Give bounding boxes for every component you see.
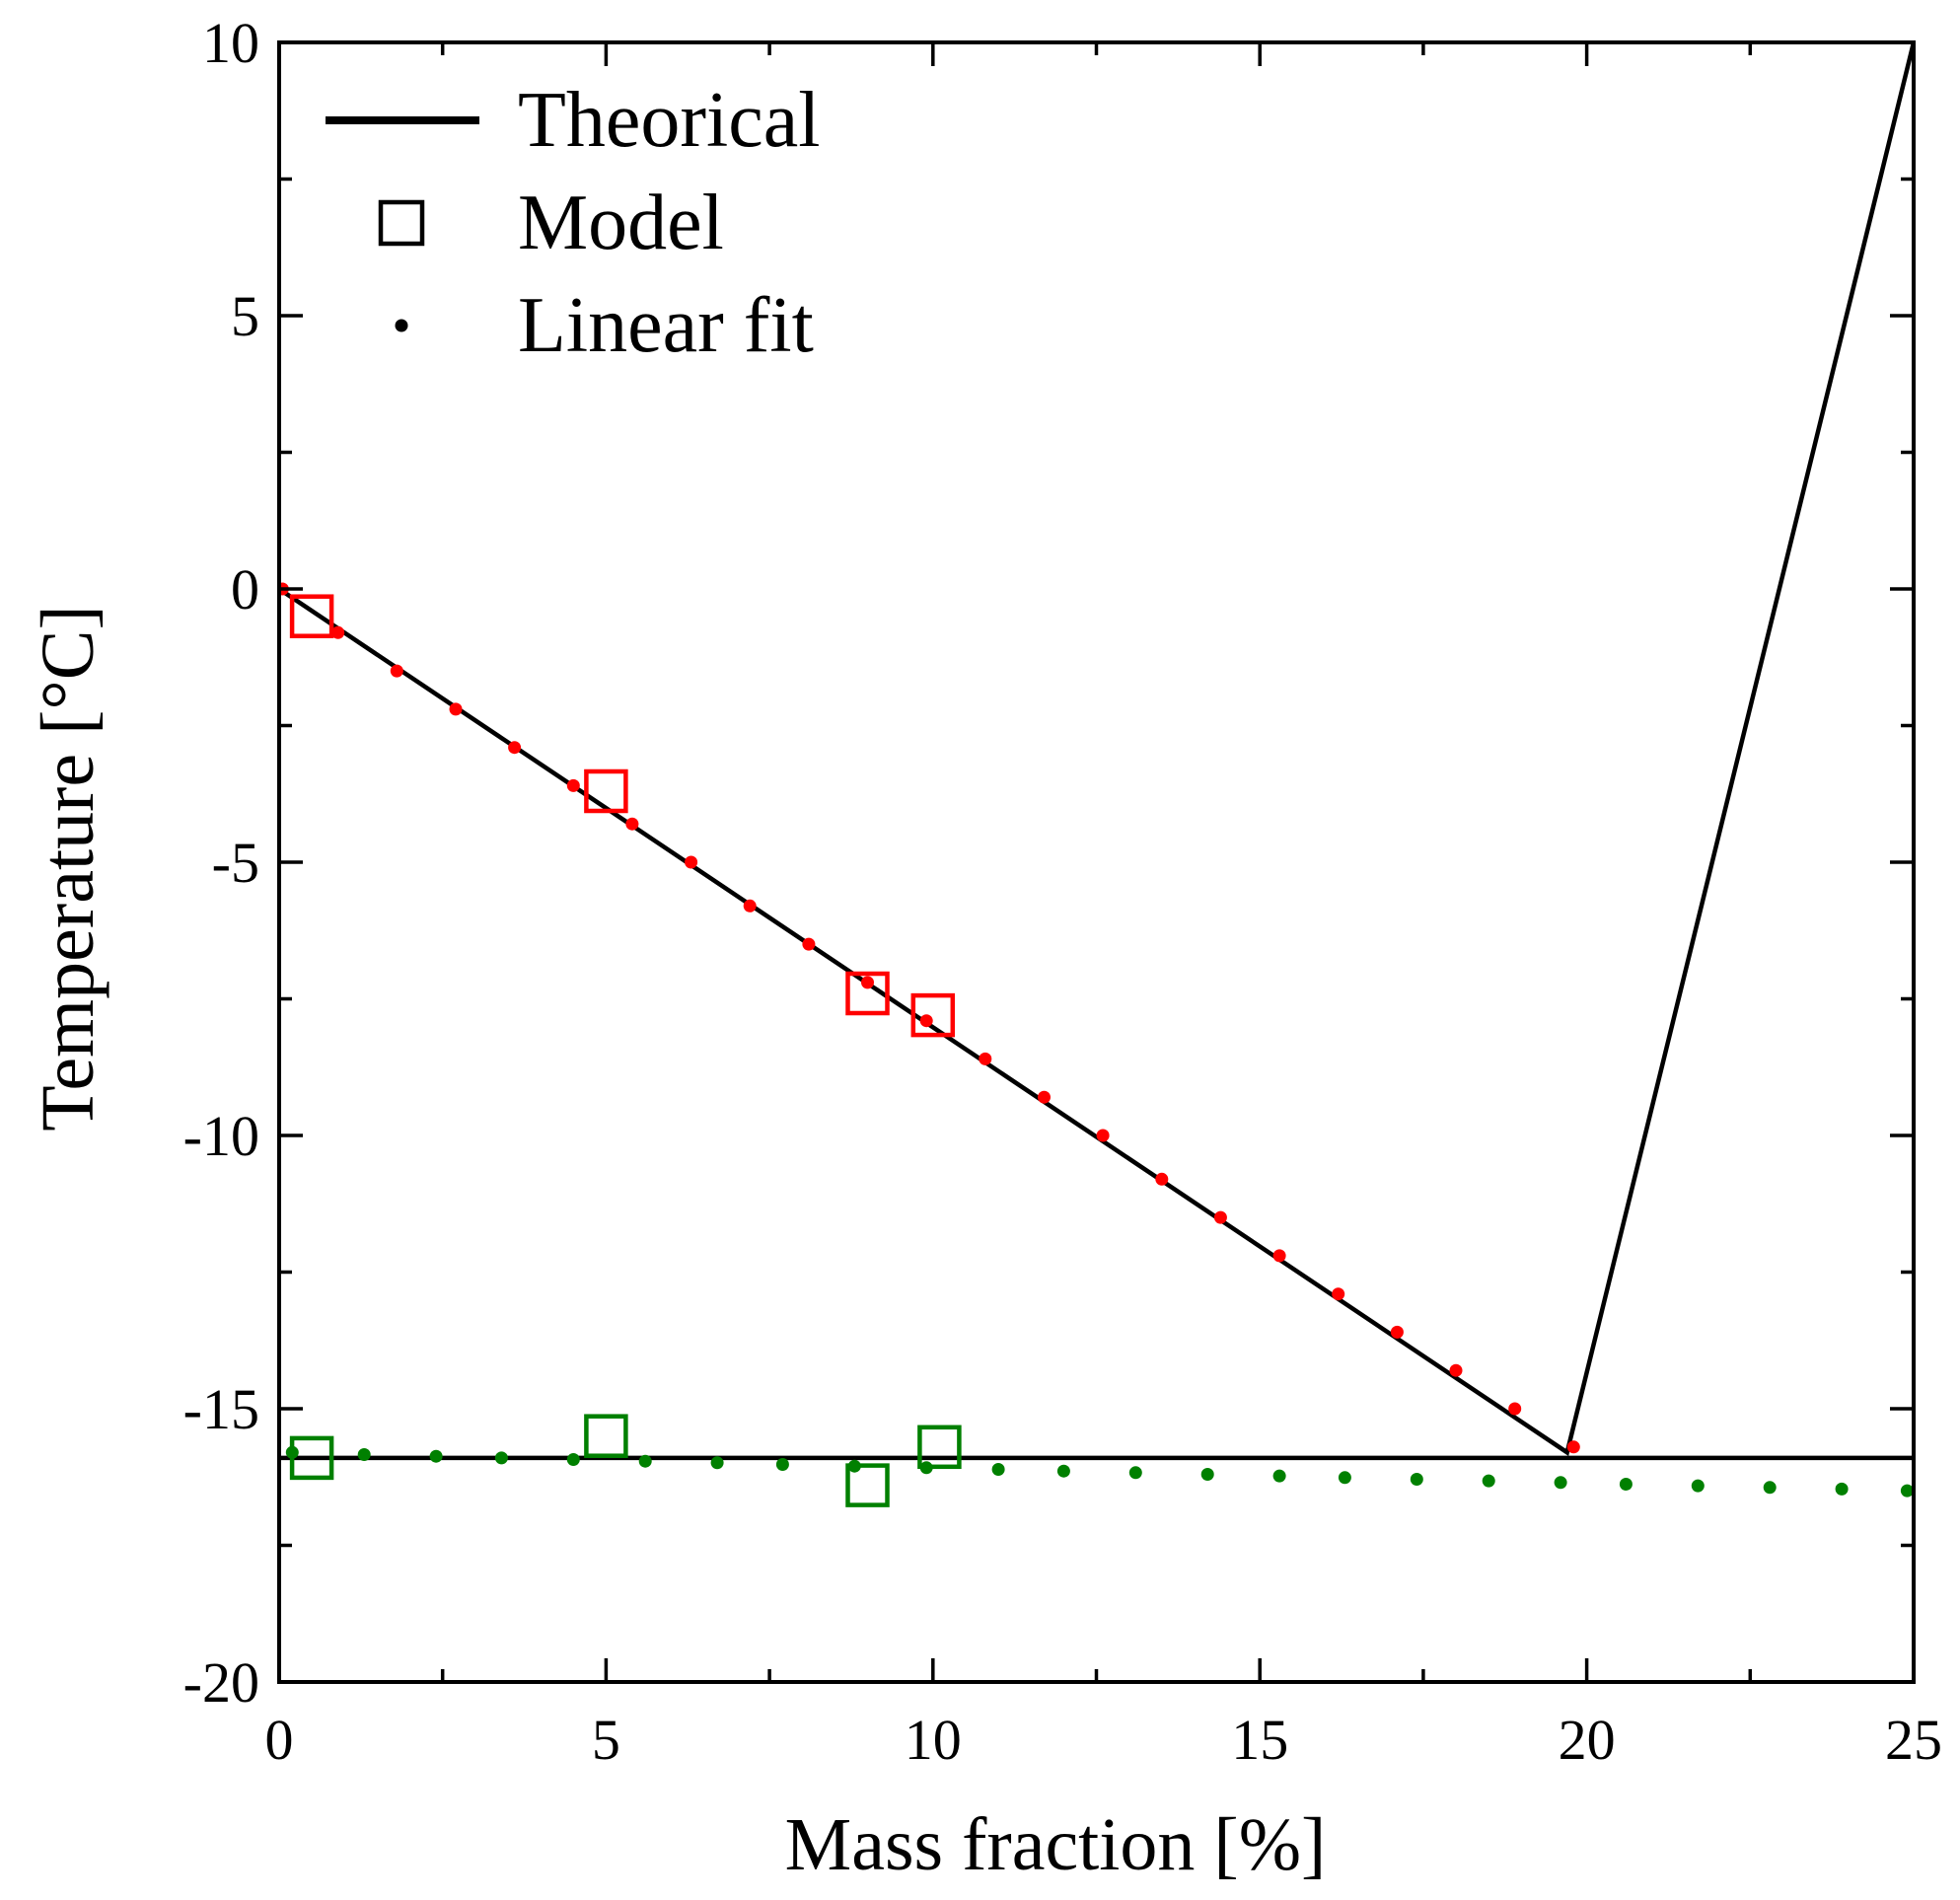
fit-point-linear-fit-eutectic-14 (1272, 1469, 1286, 1483)
fit-point-linear-fit-liquidus-20 (1449, 1363, 1463, 1377)
fit-point-linear-fit-eutectic-15 (1338, 1471, 1351, 1485)
y-axis-title: Temperature [°C] (27, 605, 109, 1132)
fit-point-linear-fit-eutectic-11 (1056, 1464, 1070, 1478)
fit-point-linear-fit-eutectic-6 (710, 1456, 724, 1470)
fit-point-linear-fit-eutectic-1 (357, 1448, 371, 1461)
x-tick-label: 0 (265, 1708, 294, 1772)
y-tick-label: 0 (231, 557, 259, 621)
x-axis-title: Mass fraction [%] (785, 1803, 1327, 1886)
data-layer (279, 42, 1914, 1507)
y-tick-label: 10 (202, 11, 259, 75)
legend-dot-swatch (395, 319, 408, 332)
y-tick-label: -15 (183, 1377, 259, 1441)
series-line-theorical-liquidus (279, 42, 1914, 1456)
fit-point-linear-fit-eutectic-3 (494, 1451, 508, 1465)
fit-point-linear-fit-liquidus-3 (449, 702, 463, 716)
y-tick-label: -5 (212, 831, 259, 895)
fit-point-linear-fit-eutectic-5 (638, 1454, 652, 1468)
fit-point-linear-fit-liquidus-8 (743, 899, 757, 913)
legend-label: Model (518, 180, 724, 266)
fit-point-linear-fit-eutectic-4 (566, 1453, 580, 1466)
y-tick-label: 5 (231, 284, 259, 348)
fit-point-linear-fit-eutectic-18 (1554, 1476, 1567, 1490)
model-point-model-liquidus-1 (584, 768, 628, 814)
x-tick-label: 20 (1559, 1708, 1616, 1772)
fit-point-linear-fit-liquidus-17 (1272, 1249, 1286, 1263)
fit-point-linear-fit-liquidus-10 (861, 976, 874, 989)
model-point-model-liquidus-0 (289, 594, 334, 638)
fit-point-linear-fit-liquidus-9 (802, 937, 816, 951)
model-point-model-eutectic-0 (289, 1435, 334, 1481)
legend-item-dot: Linear fit (395, 282, 814, 369)
fit-point-linear-fit-liquidus-19 (1390, 1325, 1404, 1339)
axes-layer: 0 5 10 15 20 25 -20 -15 -10 -5 0 5 10 (183, 11, 1942, 1772)
fit-point-linear-fit-eutectic-10 (991, 1463, 1005, 1476)
legend-item-square: Model (378, 180, 724, 266)
y-tick-label: -10 (183, 1104, 259, 1168)
fit-point-linear-fit-liquidus-22 (1566, 1440, 1580, 1454)
fit-point-linear-fit-eutectic-17 (1482, 1474, 1495, 1488)
model-point-model-eutectic-1 (584, 1414, 628, 1458)
x-tick-label: 15 (1231, 1708, 1288, 1772)
fit-point-linear-fit-liquidus-21 (1508, 1402, 1522, 1416)
legend-square-swatch (378, 199, 425, 247)
legend: Theorical Model Linear fit (326, 77, 820, 369)
fit-point-linear-fit-liquidus-6 (625, 817, 639, 831)
fit-point-linear-fit-eutectic-22 (1835, 1482, 1849, 1496)
fit-point-linear-fit-eutectic-2 (429, 1449, 443, 1463)
legend-label: Linear fit (518, 282, 814, 369)
fit-point-linear-fit-eutectic-16 (1410, 1473, 1423, 1486)
fit-point-linear-fit-liquidus-1 (331, 625, 345, 639)
fit-point-linear-fit-eutectic-23 (1900, 1484, 1914, 1498)
fit-point-linear-fit-liquidus-12 (979, 1052, 992, 1065)
y-tick-label: -20 (183, 1650, 259, 1715)
model-point-model-eutectic-2 (845, 1463, 890, 1507)
fit-point-linear-fit-eutectic-12 (1128, 1466, 1142, 1480)
x-tick-label: 10 (905, 1708, 962, 1772)
fit-point-linear-fit-liquidus-4 (508, 741, 522, 755)
fit-point-linear-fit-eutectic-20 (1691, 1479, 1705, 1493)
model-point-model-liquidus-3 (910, 992, 956, 1038)
x-tick-label: 25 (1885, 1708, 1942, 1772)
x-tick-label: 5 (592, 1708, 620, 1772)
fit-point-linear-fit-eutectic-13 (1200, 1468, 1214, 1481)
model-point-model-liquidus-2 (845, 971, 890, 1016)
fit-point-linear-fit-liquidus-18 (1332, 1287, 1345, 1301)
legend-item-line: Theorical (326, 77, 820, 164)
legend-label: Theorical (518, 77, 820, 164)
fit-point-linear-fit-liquidus-7 (685, 855, 698, 869)
fit-point-linear-fit-liquidus-16 (1213, 1210, 1227, 1224)
fit-point-linear-fit-liquidus-11 (919, 1014, 933, 1028)
model-point-model-eutectic-3 (917, 1425, 962, 1470)
fit-point-linear-fit-liquidus-2 (390, 664, 403, 678)
fit-point-linear-fit-liquidus-5 (566, 778, 580, 792)
fit-point-linear-fit-liquidus-14 (1096, 1129, 1110, 1142)
fit-point-linear-fit-eutectic-7 (775, 1458, 789, 1471)
fit-point-linear-fit-liquidus-15 (1155, 1172, 1169, 1186)
fit-point-linear-fit-liquidus-13 (1038, 1090, 1051, 1104)
fit-point-linear-fit-eutectic-21 (1763, 1481, 1777, 1495)
fit-point-linear-fit-eutectic-19 (1619, 1478, 1633, 1491)
